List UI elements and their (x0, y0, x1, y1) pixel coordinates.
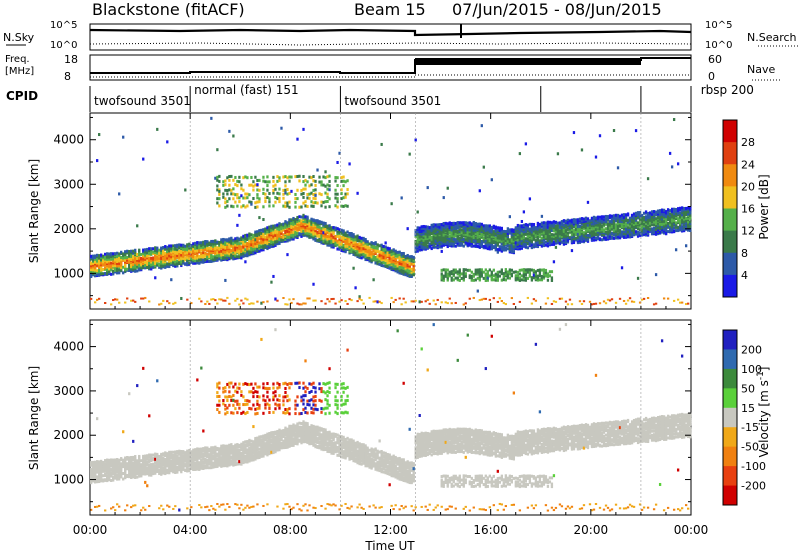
velocity-ytick-1000: 1000 (53, 473, 84, 487)
cpid-program-3: rbsp 200 (701, 83, 754, 97)
noise-left-tick-bottom: 10^0 (50, 40, 77, 51)
xtick-5: 20:00 (574, 523, 609, 537)
xtick-4: 16:00 (473, 523, 508, 537)
cpid-program-2: twofsound 3501 (344, 94, 441, 108)
nave-fill (415, 58, 641, 65)
noise-panel: N.Sky 10^5 10^0 10^5 10^0 N.Search (3, 20, 798, 51)
freq-tick-bottom: 8 (64, 70, 71, 83)
power-ylabel: Slant Range [km] (27, 159, 41, 263)
noise-right-tick-bottom: 10^0 (705, 40, 732, 51)
xtick-2: 08:00 (273, 523, 308, 537)
cpid-program-1: normal (fast) 151 (194, 83, 298, 97)
velocity-ytick-4000: 4000 (53, 340, 84, 354)
velocity-panel: 1000 2000 3000 4000 Slant Range [km] 200 100… (27, 113, 771, 553)
velocity-cbar-tick-6: -100 (741, 460, 766, 473)
power-scatter-layer (90, 116, 692, 306)
power-colorbar: 4 8 12 16 20 24 28 (722, 119, 755, 298)
noise-right-tick-top: 10^5 (705, 20, 732, 31)
power-colorbar-label: Power [dB] (757, 174, 771, 239)
nave-trace (90, 74, 691, 78)
time-axis-label: Time UT (364, 539, 415, 553)
power-panel: 1000 2000 3000 4000 Slant Range [km] 4 8 12 16… (27, 112, 771, 310)
xtick-3: 12:00 (373, 523, 408, 537)
station-title: Blackstone (fitACF) (92, 0, 245, 19)
power-cbar-tick-5: 24 (741, 158, 755, 171)
xtick-1: 04:00 (173, 523, 208, 537)
noise-search-trace (89, 42, 692, 46)
power-cbar-tick-1: 8 (741, 247, 748, 260)
freq-label-1: Freq. (5, 54, 30, 65)
nave-tick-bottom: 0 (708, 70, 715, 83)
power-ytick-4000: 4000 (53, 133, 84, 147)
freq-tick-top: 18 (64, 53, 78, 66)
velocity-cbar-tick-4: -15 (741, 421, 759, 434)
velocity-cbar-tick-5: -50 (741, 441, 759, 454)
noise-left-label: N.Sky (3, 31, 35, 44)
nave-label: Nave (747, 63, 775, 76)
date-range: 07/Jun/2015 - 08/Jun/2015 (452, 0, 662, 19)
beam-label: Beam 15 (354, 0, 426, 19)
velocity-colorbar-label: Velocity [m s-1] (756, 367, 771, 458)
velocity-colorbar: 200 100 50 15 -15 -50 -100 -200 (722, 329, 766, 506)
velocity-cbar-tick-2: 50 (741, 382, 755, 395)
velocity-cbar-tick-1: 100 (741, 363, 762, 376)
cpid-label: CPID (6, 89, 38, 103)
power-ytick-3000: 3000 (53, 177, 84, 191)
power-cbar-tick-3: 16 (741, 203, 755, 216)
xtick-6: 00:00 (674, 523, 709, 537)
freq-label-2: [MHz] (5, 66, 34, 77)
power-cbar-tick-2: 12 (741, 225, 755, 238)
velocity-cbar-tick-7: -200 (741, 480, 766, 493)
velocity-scatter-layer (90, 323, 692, 512)
power-ytick-1000: 1000 (53, 266, 84, 280)
velocity-ytick-3000: 3000 (53, 384, 84, 398)
power-cbar-tick-6: 28 (741, 136, 755, 149)
velocity-cbar-tick-0: 200 (741, 343, 762, 356)
power-cbar-tick-4: 20 (741, 180, 755, 193)
velocity-cbar-tick-3: 15 (741, 402, 755, 415)
power-cbar-tick-0: 4 (741, 269, 748, 282)
velocity-ytick-2000: 2000 (53, 428, 84, 442)
power-ytick-2000: 2000 (53, 222, 84, 236)
nave-tick-top: 60 (708, 53, 722, 66)
noise-right-label: N.Search (747, 31, 797, 44)
noise-left-tick-top: 10^5 (50, 20, 77, 31)
velocity-ylabel: Slant Range [km] (27, 366, 41, 470)
freq-panel: Freq. [MHz] 18 8 60 0 Nave (5, 53, 782, 83)
cpid-program-0: twofsound 3501 (94, 94, 191, 108)
noise-sky-trace (89, 28, 692, 37)
xtick-0: 00:00 (73, 523, 108, 537)
